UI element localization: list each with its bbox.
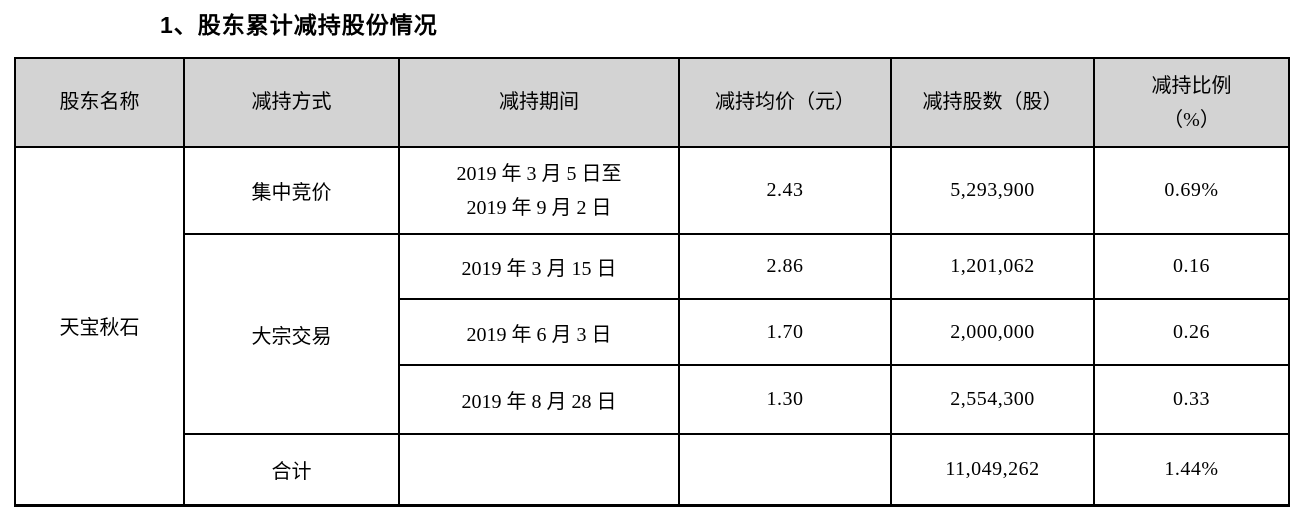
header-shares-count: 减持股数（股） [890, 57, 1095, 148]
cell-ratio-3: 0.26 [1093, 298, 1290, 366]
cell-price-1: 2.43 [678, 146, 892, 235]
shareholder-reduction-table: 股东名称 减持方式 减持期间 减持均价（元） 减持股数（股） 减持比例 （%） … [14, 57, 1290, 507]
cell-shares-total: 11,049,262 [890, 433, 1095, 506]
cell-price-total [678, 433, 892, 506]
cell-price-4: 1.30 [678, 364, 892, 435]
cell-total-label: 合计 [183, 433, 400, 506]
header-reduction-method: 减持方式 [183, 57, 400, 148]
cell-shares-2: 1,201,062 [890, 233, 1095, 300]
cell-shares-1: 5,293,900 [890, 146, 1095, 235]
period-line-1: 2019 年 3 月 5 日至 [456, 162, 622, 185]
header-shareholder-name: 股东名称 [14, 57, 185, 148]
table-row: 天宝秋石 集中竞价 2019 年 3 月 5 日至 2019 年 9 月 2 日… [14, 146, 1290, 506]
header-ratio-line2: （%） [1163, 108, 1220, 131]
table-row: 大宗交易 2019 年 3 月 15 日 2.86 1,201,062 0.16 [15, 233, 1290, 435]
header-avg-price: 减持均价（元） [678, 57, 892, 148]
cell-ratio-1: 0.69% [1093, 146, 1290, 235]
header-reduction-period: 减持期间 [398, 57, 680, 148]
cell-ratio-4: 0.33 [1093, 364, 1290, 435]
table-row: 2019 年 8 月 28 日 1.30 2,554,300 0.33 [15, 364, 1290, 435]
period-line-2: 2019 年 9 月 2 日 [466, 196, 612, 219]
cell-ratio-2: 0.16 [1093, 233, 1290, 300]
cell-period-2: 2019 年 3 月 15 日 [398, 233, 680, 300]
cell-period-4: 2019 年 8 月 28 日 [398, 364, 680, 435]
header-reduction-ratio: 减持比例 （%） [1093, 57, 1290, 148]
cell-period-3: 2019 年 6 月 3 日 [398, 298, 680, 366]
cell-method-auction: 集中竞价 [183, 146, 400, 235]
header-row: 股东名称 减持方式 减持期间 减持均价（元） 减持股数（股） 减持比例 （%） [14, 57, 1290, 148]
section-title: 1、股东累计减持股份情况 [160, 12, 438, 38]
cell-shares-3: 2,000,000 [890, 298, 1095, 366]
cell-price-3: 1.70 [678, 298, 892, 366]
cell-period-total [398, 433, 680, 506]
table-row: 2019 年 6 月 3 日 1.70 2,000,000 0.26 [15, 298, 1290, 366]
cell-price-2: 2.86 [678, 233, 892, 300]
cell-shareholder-name: 天宝秋石 [14, 146, 185, 506]
cell-method-block-trade: 大宗交易 [183, 233, 400, 435]
cell-period-1: 2019 年 3 月 5 日至 2019 年 9 月 2 日 [398, 146, 680, 235]
table-row-total: 合计 11,049,262 1.44% [15, 433, 1290, 506]
header-ratio-line1: 减持比例 [1151, 74, 1232, 97]
cell-ratio-total: 1.44% [1093, 433, 1290, 506]
cell-shares-4: 2,554,300 [890, 364, 1095, 435]
